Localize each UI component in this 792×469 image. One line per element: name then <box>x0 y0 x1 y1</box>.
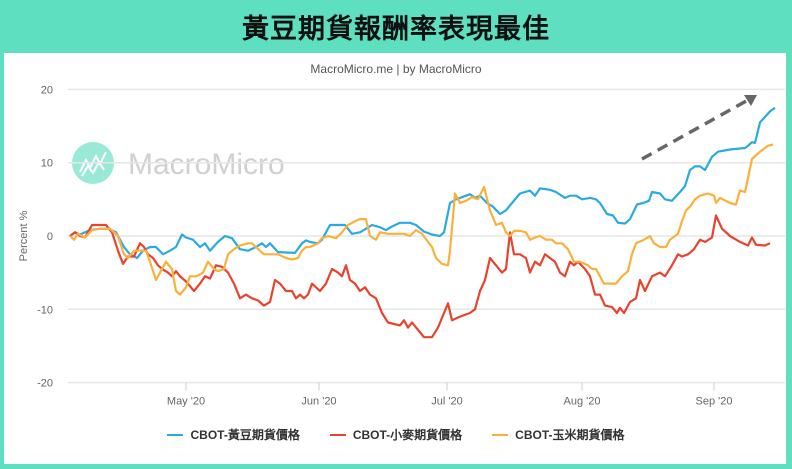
y-tick-label: -10 <box>37 304 53 316</box>
x-tick-label: Jun '20 <box>301 396 336 408</box>
y-axis-label: Percent % <box>18 210 30 261</box>
y-axis-ticks: 20 10 0 -10 -20 <box>37 84 53 389</box>
legend-label-wheat: CBOT-小麥期貨價格 <box>352 428 463 442</box>
chart-panel <box>4 53 786 464</box>
legend-swatch-wheat <box>329 433 346 436</box>
legend-item-corn[interactable]: CBOT-玉米期貨價格 <box>492 426 625 443</box>
gridlines <box>68 88 785 384</box>
chart-legend: CBOT-黃豆期貨價格 CBOT-小麥期貨價格 CBOT-玉米期貨價格 <box>0 426 792 443</box>
legend-item-wheat[interactable]: CBOT-小麥期貨價格 <box>329 426 463 443</box>
x-tick-label: Sep '20 <box>696 396 733 408</box>
chart-credit: MacroMicro.me | by MacroMicro <box>310 62 482 76</box>
legend-swatch-soybean <box>167 433 184 436</box>
legend-swatch-corn <box>492 433 509 436</box>
x-tick-label: Aug '20 <box>564 396 601 408</box>
y-tick-label: 20 <box>41 84 53 96</box>
x-axis-ticks: May '20 Jun '20 Jul '20 Aug '20 Sep '20 <box>167 382 733 408</box>
legend-label-corn: CBOT-玉米期貨價格 <box>515 428 625 442</box>
legend-item-soybean[interactable]: CBOT-黃豆期貨價格 <box>167 426 300 443</box>
page-title: 黃豆期貨報酬率表現最佳 <box>242 14 550 45</box>
y-tick-label: 0 <box>47 231 53 243</box>
series-line-soybean[interactable] <box>69 106 776 260</box>
watermark-text: MacroMicro <box>128 148 285 181</box>
trend-arrow-icon <box>641 95 757 161</box>
series-line-corn[interactable] <box>69 143 774 296</box>
y-tick-label: 10 <box>41 158 53 170</box>
y-tick-label: -20 <box>37 378 53 390</box>
legend-label-soybean: CBOT-黃豆期貨價格 <box>190 428 300 442</box>
series-line-wheat[interactable] <box>69 214 771 339</box>
series-lines <box>69 106 776 339</box>
x-tick-label: Jul '20 <box>431 396 462 408</box>
x-tick-label: May '20 <box>167 396 205 408</box>
